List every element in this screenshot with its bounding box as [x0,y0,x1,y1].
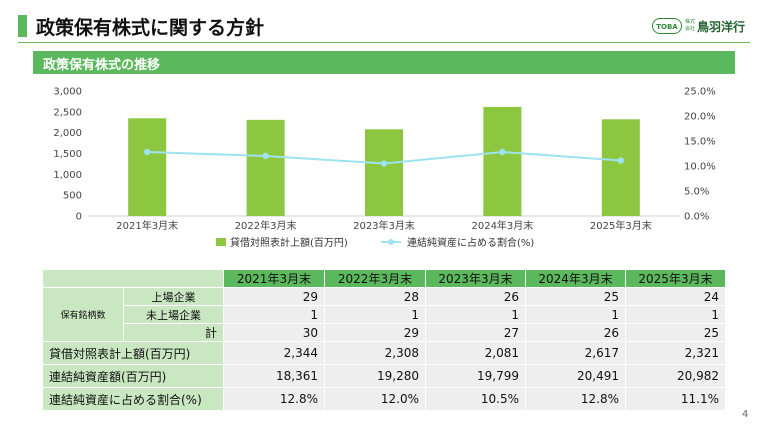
row-label: 連結純資産に占める割合(%) [42,387,224,411]
row-label: 計 [123,323,224,342]
table-cell: 2,081 [425,341,526,365]
bar [246,119,285,216]
table-row: 計 30 29 27 26 25 [43,323,726,342]
table-header-row: 2021年3月末 2022年3月末 2023年3月末 2024年3月末 2025… [42,269,726,288]
logo-company-name: 鳥羽洋行 [697,20,746,34]
row-label: 貸借対照表計上額(百万円) [42,341,224,365]
logo-badge: TOBA [652,18,682,34]
bar [128,118,167,216]
row-label: 上場企業 [123,287,224,306]
table-cell: 12.8% [525,387,626,411]
line-point [262,152,269,160]
y-left-tick-label: 2,000 [53,128,82,139]
table-cell: 2,308 [324,341,426,365]
section-title: 政策保有株式の推移 [43,58,161,73]
holdings-table: 2021年3月末 2022年3月末 2023年3月末 2024年3月末 2025… [42,269,726,411]
table-cell: 26 [525,323,626,342]
table-cell: 1 [525,305,626,324]
y-right-tick-label: 10.0% [684,162,716,173]
table-header-cell: 2025年3月末 [625,269,726,288]
y-left-tick-label: 2,500 [53,107,82,118]
table-cell: 12.0% [324,387,426,411]
table-row: 未上場企業 1 1 1 1 1 [43,305,726,324]
table-row: 貸借対照表計上額(百万円) 2,344 2,308 2,081 2,617 2,… [42,341,726,365]
y-left-tick-label: 500 [63,191,82,202]
table-cell: 18,361 [223,364,325,388]
y-right-tick-label: 25.0% [684,87,716,98]
table-cell: 20,982 [625,364,726,388]
table-corner-cell [42,269,224,288]
row-group-label: 保有銘柄数 [42,287,124,342]
table-cell: 1 [625,305,726,324]
table-cell: 29 [223,287,325,306]
table-cell: 1 [425,305,526,324]
table-cell: 24 [625,287,726,306]
table-cell: 12.8% [223,387,325,411]
page-title: 政策保有株式に関する方針 [36,17,265,39]
y-right-tick-label: 0.0% [684,212,709,223]
table-cell: 1 [223,305,325,324]
legend-swatch-bar [216,238,226,246]
y-left-tick-label: 3,000 [53,87,82,98]
table-cell: 20,491 [525,364,626,388]
line-point [499,148,506,156]
legend-label: 貸借対照表計上額(百万円) [230,236,348,249]
table-cell: 28 [324,287,426,306]
table-cell: 19,280 [324,364,426,388]
section-header: 政策保有株式の推移 [33,51,735,74]
row-label: 未上場企業 [123,305,224,324]
y-right-tick-label: 20.0% [684,112,716,123]
x-tick-label: 2025年3月末 [590,219,652,232]
table-header-cell: 2022年3月末 [324,269,426,288]
table-cell: 1 [324,305,426,324]
bar [483,106,522,216]
bar [601,119,640,216]
y-left-tick-label: 1,500 [53,149,82,160]
table-cell: 30 [223,323,325,342]
line-point [144,148,151,156]
table-cell: 2,344 [223,341,325,365]
logo-small-text: 株式会社 [685,19,696,32]
table-cell: 26 [425,287,526,306]
company-logo: TOBA 株式会社 鳥羽洋行 [652,18,750,36]
title-divider [18,42,750,43]
y-right-tick-label: 5.0% [684,187,709,198]
table-cell: 10.5% [425,387,526,411]
table-header-cell: 2021年3月末 [223,269,325,288]
table-cell: 2,321 [625,341,726,365]
table-header-cell: 2023年3月末 [425,269,526,288]
x-tick-label: 2022年3月末 [235,219,297,232]
table-row: 連結純資産に占める割合(%) 12.8% 12.0% 10.5% 12.8% 1… [42,387,726,411]
x-tick-label: 2023年3月末 [353,219,415,232]
x-tick-label: 2021年3月末 [116,219,178,232]
bar [365,129,403,216]
table-header-cell: 2024年3月末 [525,269,626,288]
table-row: 連結純資産額(百万円) 18,361 19,280 19,799 20,491 … [42,364,726,388]
legend-swatch-marker [388,239,394,245]
table-cell: 27 [425,323,526,342]
page-number: 4 [742,409,749,420]
title-accent-bar [18,15,27,37]
line-point [380,160,388,167]
y-left-tick-label: 0 [76,212,82,223]
y-right-tick-label: 15.0% [684,137,716,148]
table-cell: 2,617 [525,341,626,365]
table-cell: 29 [324,323,426,342]
y-left-tick-label: 1,000 [53,170,82,181]
line-point [617,157,624,164]
row-label: 連結純資産額(百万円) [42,364,224,388]
x-tick-label: 2024年3月末 [471,219,533,232]
legend-label: 連結純資産に占める割合(%) [407,236,534,249]
table-cell: 11.1% [625,387,726,411]
table-row: 保有銘柄数 上場企業 29 28 26 25 24 [42,287,726,342]
combo-chart: 0 500 1,000 1,500 2,000 2,500 3,000 0.0% 5.0% 10.… [53,87,716,250]
table-cell: 19,799 [425,364,526,388]
table-cell: 25 [525,287,626,306]
table-cell: 25 [625,323,726,342]
